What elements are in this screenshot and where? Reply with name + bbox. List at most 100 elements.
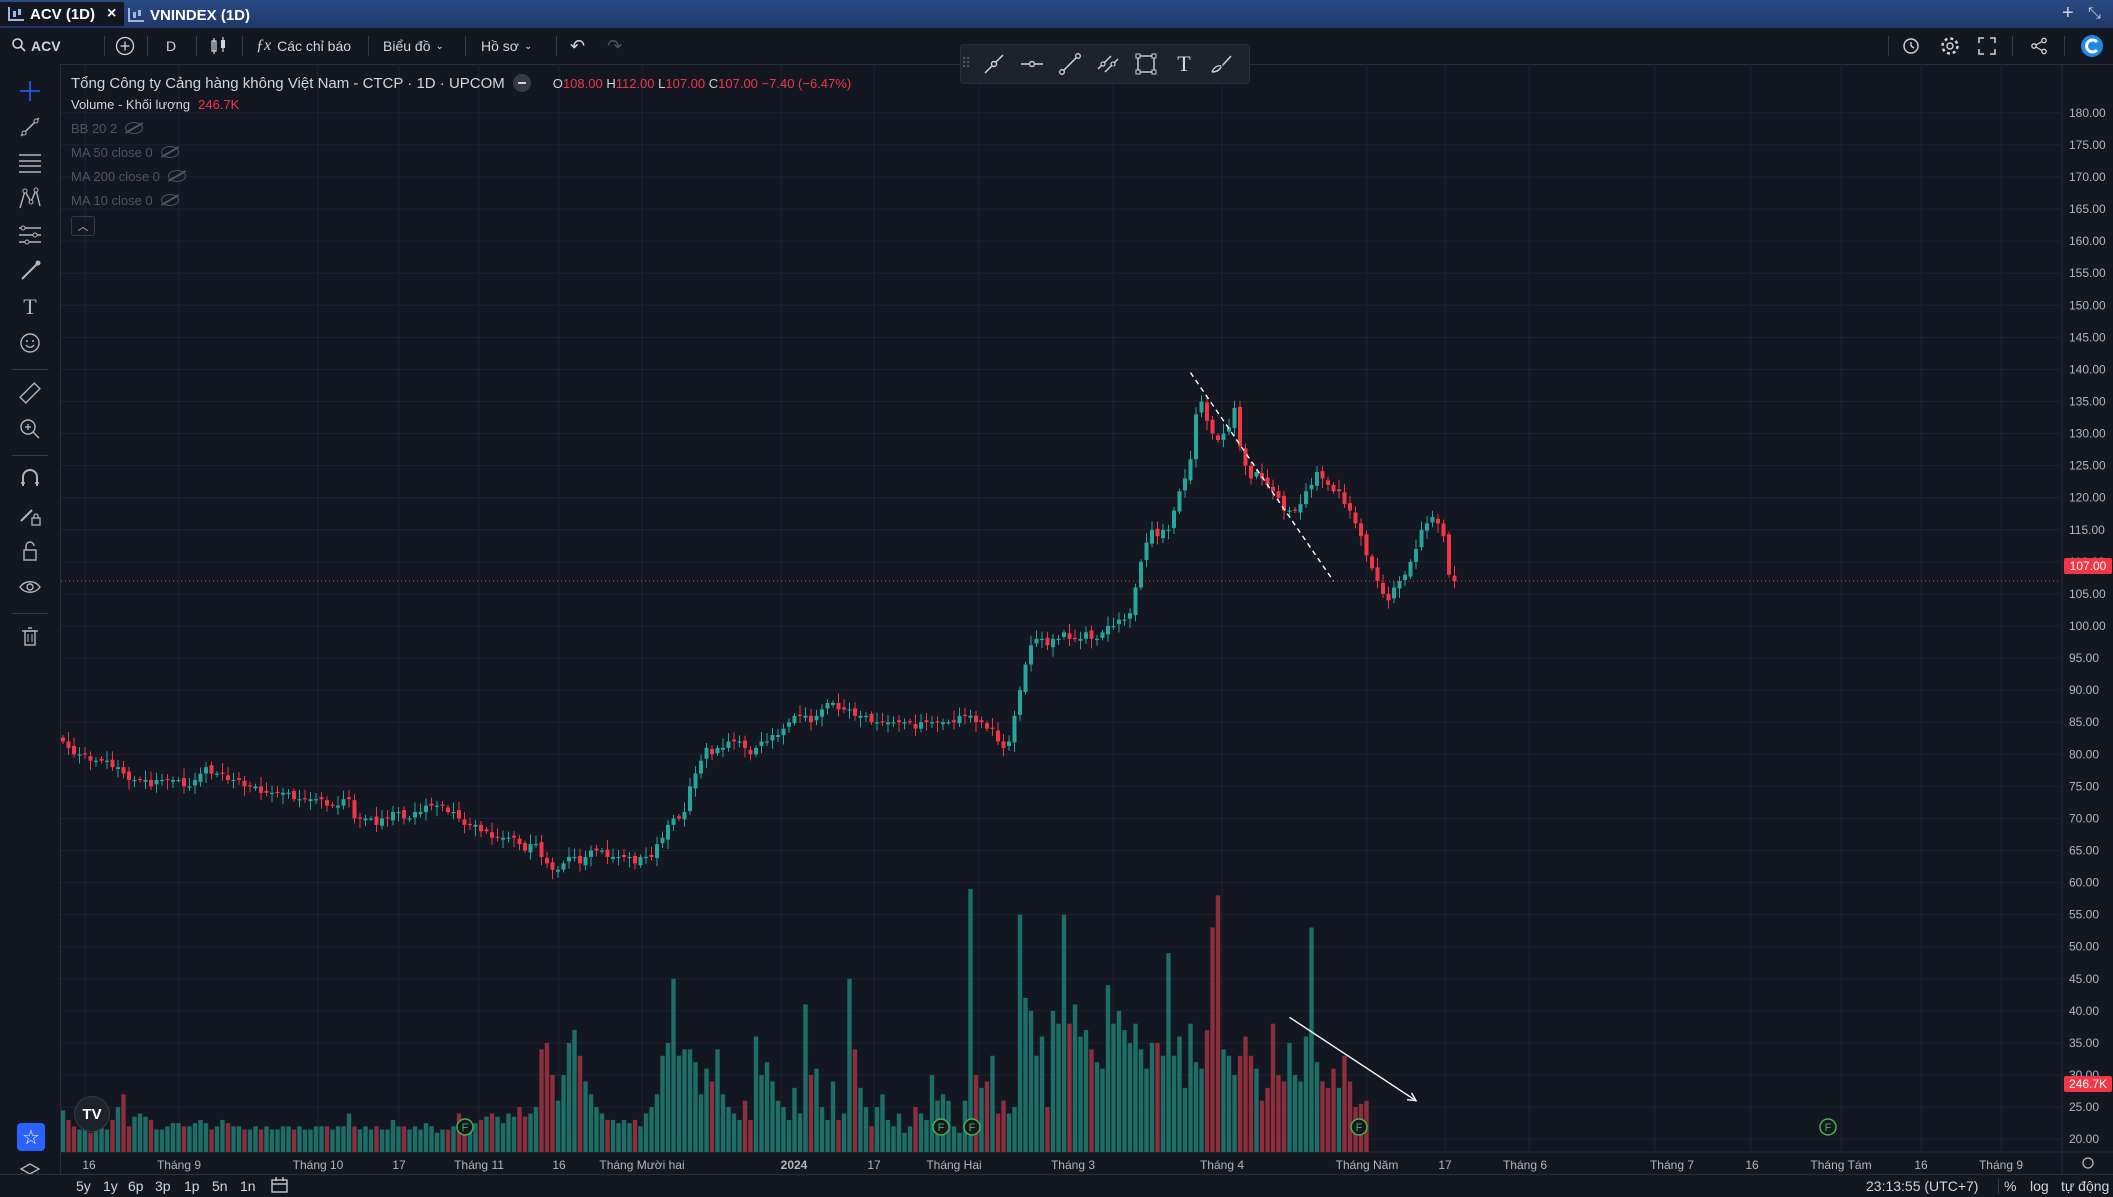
event-marker-icon[interactable] xyxy=(932,1118,950,1136)
fib-retracement-icon[interactable] xyxy=(17,150,43,176)
volume-bar xyxy=(308,1129,313,1152)
range-5n[interactable]: 5n xyxy=(212,1178,228,1194)
brush-icon[interactable] xyxy=(17,258,43,284)
volume-bar xyxy=(1199,1068,1204,1152)
minimize-icon[interactable]: ⤡ xyxy=(2088,5,2101,22)
bottom-bar: 5y 1y 6p 3p 1p 5n 1n 23:13:55 (UTC+7) % … xyxy=(0,1174,2113,1197)
percent-toggle[interactable]: % xyxy=(2004,1178,2017,1194)
lock-icon[interactable] xyxy=(17,538,43,564)
pattern-icon[interactable] xyxy=(17,186,43,212)
tradingview-logo-icon[interactable]: TV xyxy=(74,1096,110,1132)
price-axis-label: 140.00 xyxy=(2069,362,2106,376)
indicator-bb[interactable]: BB 20 2 xyxy=(71,116,851,140)
range-5y[interactable]: 5y xyxy=(76,1178,91,1194)
candle-body xyxy=(165,778,170,781)
volume-bar xyxy=(368,1129,374,1152)
volume-bar xyxy=(1309,927,1314,1152)
ruler-icon[interactable] xyxy=(17,380,43,406)
interval-button[interactable]: D xyxy=(166,38,177,54)
eye-hidden-icon[interactable] xyxy=(160,194,179,206)
volume-bar xyxy=(154,1129,159,1152)
indicator-ma10[interactable]: MA 10 close 0 xyxy=(71,188,851,212)
chart-type-button[interactable]: Biểu đồ ⌄ xyxy=(383,28,444,64)
profile-button[interactable]: Hồ sơ ⌄ xyxy=(481,28,532,64)
price-chart[interactable]: 180.00 175.00 170.00 165.00 160.00 155.00 150.… xyxy=(61,64,2113,1174)
price-axis-label: 100.00 xyxy=(2069,619,2106,633)
horizontal-line-tool-icon[interactable] xyxy=(1019,51,1045,77)
volume-bar xyxy=(693,1062,698,1152)
candle-body xyxy=(534,844,538,846)
fullscreen-icon[interactable] xyxy=(1978,28,1996,64)
event-marker-icon[interactable] xyxy=(1819,1118,1837,1136)
range-1p[interactable]: 1p xyxy=(184,1178,200,1194)
rectangle-tool-icon[interactable] xyxy=(1133,51,1159,77)
close-icon[interactable]: × xyxy=(107,5,117,22)
undo-icon[interactable]: ↶ xyxy=(570,35,586,56)
range-1n[interactable]: 1n xyxy=(240,1178,256,1194)
event-marker-letter: F xyxy=(969,1122,976,1134)
indicators-button[interactable]: ƒx Các chỉ báo xyxy=(256,28,351,64)
symbol-search[interactable]: ACV xyxy=(12,28,61,64)
clock-time[interactable]: 23:13:55 (UTC+7) xyxy=(1866,1178,1979,1194)
range-6p[interactable]: 6p xyxy=(128,1178,144,1194)
log-toggle[interactable]: log xyxy=(2030,1178,2049,1194)
eye-hidden-icon[interactable] xyxy=(160,146,179,158)
range-1y[interactable]: 1y xyxy=(103,1178,118,1194)
candle-body xyxy=(1419,529,1424,548)
event-marker-icon[interactable] xyxy=(963,1118,981,1136)
text-icon[interactable]: T xyxy=(23,294,37,319)
time-axis-label: Tháng Mười hai xyxy=(599,1158,684,1172)
share-icon[interactable] xyxy=(2030,28,2048,64)
alert-icon[interactable] xyxy=(1902,28,1922,64)
favorites-star-icon[interactable]: ☆ xyxy=(17,1123,45,1151)
tab-vnindex[interactable]: VNINDEX (1D) xyxy=(128,4,250,26)
collapse-legend-button[interactable]: ︿ xyxy=(71,216,95,236)
volume-bar xyxy=(748,1119,753,1152)
candle-body xyxy=(743,740,747,748)
candles-icon[interactable] xyxy=(210,28,228,64)
compare-icon[interactable] xyxy=(115,28,135,64)
candle-body xyxy=(1034,638,1039,644)
lock-drawing-icon[interactable] xyxy=(17,502,43,528)
candle-body xyxy=(440,804,445,806)
prediction-icon[interactable] xyxy=(17,222,43,248)
event-marker-icon[interactable] xyxy=(456,1118,474,1136)
eye-hidden-icon[interactable] xyxy=(125,122,144,134)
tab-acv[interactable]: ACV (1D) × xyxy=(0,2,125,26)
candle-body xyxy=(979,720,984,723)
indicator-ma50[interactable]: MA 50 close 0 xyxy=(71,140,851,164)
range-3p[interactable]: 3p xyxy=(155,1178,171,1194)
volume-bar xyxy=(665,1042,671,1152)
crosshair-icon[interactable] xyxy=(17,78,43,104)
candle-body xyxy=(303,798,307,800)
ray-tool-icon[interactable] xyxy=(1057,51,1083,77)
volume-bar xyxy=(852,1049,858,1152)
axis-settings-icon[interactable] xyxy=(2082,1157,2094,1169)
magnet-icon[interactable] xyxy=(17,466,43,492)
eye-icon[interactable] xyxy=(17,574,43,600)
plus-icon[interactable]: + xyxy=(2062,2,2074,24)
event-marker-icon[interactable] xyxy=(1350,1118,1368,1136)
redo-icon[interactable]: ↷ xyxy=(607,35,623,56)
trash-icon[interactable] xyxy=(17,624,43,650)
eye-hidden-icon[interactable] xyxy=(167,170,186,182)
calendar-goto-icon[interactable] xyxy=(270,1176,290,1197)
zoom-in-icon[interactable] xyxy=(17,416,43,442)
volume-bar xyxy=(1204,1030,1210,1152)
volume-bar xyxy=(1347,1081,1353,1152)
candle-body xyxy=(292,790,296,800)
text-tool-icon[interactable]: T xyxy=(1177,51,1191,76)
trend-line-tool-icon[interactable] xyxy=(981,51,1007,77)
settings-icon[interactable] xyxy=(1940,28,1960,64)
auto-scale-toggle[interactable]: tự động xyxy=(2061,1178,2110,1194)
indicator-ma200[interactable]: MA 200 close 0 xyxy=(71,164,851,188)
time-axis-label: 17 xyxy=(392,1158,406,1172)
drag-handle-icon[interactable]: ⠿ xyxy=(961,55,972,71)
candle-body xyxy=(550,862,555,870)
candle-body xyxy=(308,799,313,802)
volume-bar xyxy=(225,1123,231,1152)
trend-line-icon[interactable] xyxy=(17,114,43,140)
candle-body xyxy=(556,869,560,872)
volume-bar xyxy=(1226,1055,1232,1152)
emoji-icon[interactable] xyxy=(17,330,43,356)
